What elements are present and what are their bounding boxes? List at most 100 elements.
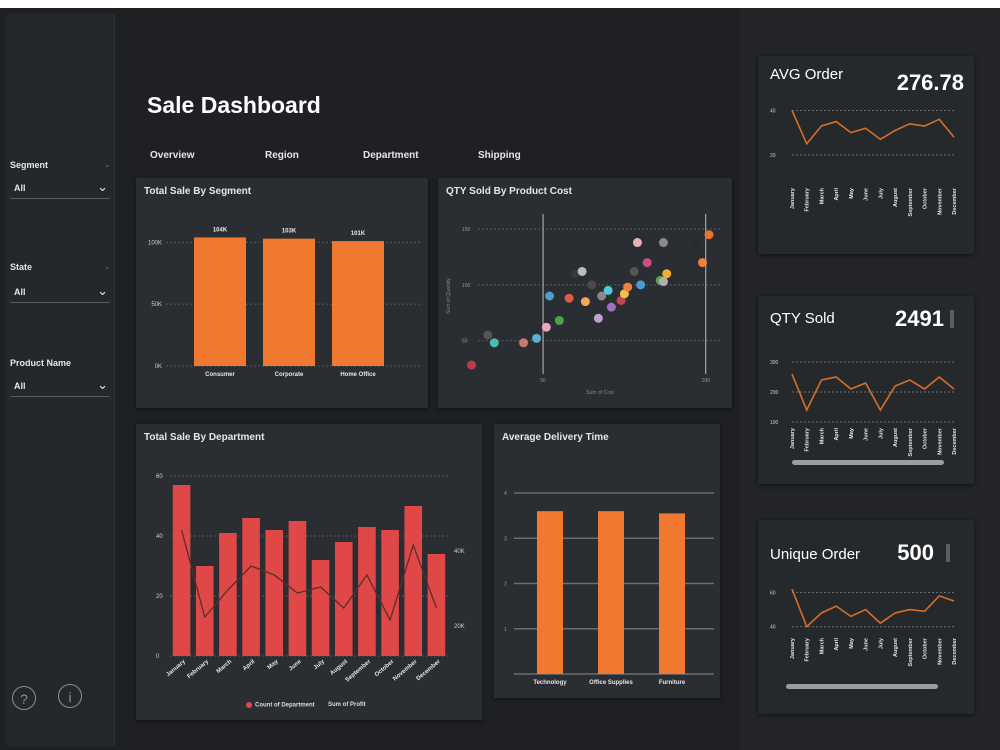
horizontal-scrollbar[interactable]: [786, 684, 938, 689]
segment-select[interactable]: All ⌄: [10, 179, 110, 199]
delivery-chart-title: Average Delivery Time: [502, 432, 609, 443]
x-tick-label: Office Supplies: [589, 680, 633, 686]
y-tick-label: 1: [504, 627, 507, 633]
help-icon[interactable]: ?: [12, 686, 36, 710]
scatter-point: [629, 266, 639, 276]
scatter-point: [658, 238, 668, 248]
segment-bar: [263, 238, 315, 366]
x-tick-label: Consumer: [205, 372, 235, 378]
department-bar: [311, 560, 330, 656]
y2-tick-label: 40K: [454, 549, 465, 555]
scatter-point: [564, 293, 574, 303]
avg-order-line-chart: 20 40 January February March April May June July…: [770, 108, 958, 216]
scatter-chart-title: QTY Sold By Product Cost: [446, 186, 572, 197]
scatter-point: [483, 330, 493, 340]
chevron-down-icon[interactable]: ⌄: [104, 160, 111, 169]
department-bar: [195, 566, 214, 656]
x-axis-label: Sum of Cost: [586, 390, 614, 396]
y-tick-label: 100K: [148, 240, 162, 246]
qty-sold-line-chart: 100 200 300 January February March April May Jun…: [770, 360, 958, 456]
legend-count-of-department[interactable]: Count of Department: [246, 702, 315, 709]
tab-region[interactable]: Region: [265, 150, 299, 161]
trend-line: [791, 373, 955, 412]
x-tick-label: March: [819, 187, 825, 204]
x-tick-label: April: [834, 638, 840, 651]
scatter-point: [545, 291, 555, 301]
chevron-down-icon[interactable]: ⌄: [104, 262, 111, 271]
scatter-point: [580, 297, 590, 307]
filter-label-state: State: [10, 262, 33, 272]
data-label: 103K: [282, 229, 297, 235]
data-label: 101K: [351, 231, 366, 237]
x-tick-label: 100: [702, 378, 711, 384]
x-tick-label: Home Office: [340, 372, 376, 378]
filter-label-product-name: Product Name: [10, 358, 72, 368]
x-tick-label: Furniture: [659, 680, 686, 686]
department-chart-card[interactable]: Total Sale By Department 0 20 40 60 20K 40K Ja…: [136, 424, 482, 720]
page-title: Sale Dashboard: [147, 92, 321, 118]
legend-sum-of-profit[interactable]: Sum of Profit: [328, 702, 366, 708]
y-tick-label: 100: [462, 283, 471, 289]
segment-select-value: All: [14, 183, 26, 193]
scatter-point: [466, 360, 476, 370]
scatter-point: [519, 338, 529, 348]
x-tick-label: April: [242, 659, 257, 673]
x-tick-label: August: [329, 659, 349, 677]
x-tick-label: September: [908, 427, 914, 456]
scatter-point: [606, 302, 616, 312]
info-icon[interactable]: i: [58, 684, 82, 708]
legend-label: Sum of Profit: [328, 702, 366, 708]
filter-sidebar: Segment ⌄ All ⌄ State ⌄ All ⌄ Product Na…: [6, 14, 115, 746]
product-name-select[interactable]: All ⌄: [10, 377, 110, 397]
x-tick-label: Corporate: [275, 372, 304, 378]
tab-shipping[interactable]: Shipping: [478, 150, 521, 161]
department-chart-title: Total Sale By Department: [144, 432, 265, 443]
segment-chart-card[interactable]: Total Sale By Segment 0K 50K 100K 104K Consu…: [136, 178, 428, 408]
trend-line: [791, 588, 955, 628]
department-bar: [404, 506, 423, 656]
x-tick-label: July: [313, 659, 327, 672]
horizontal-scrollbar[interactable]: [792, 460, 944, 465]
state-select[interactable]: All ⌄: [10, 283, 110, 303]
profit-line: [180, 529, 438, 622]
tab-department[interactable]: Department: [363, 150, 419, 161]
x-tick-label: December: [952, 637, 958, 664]
x-tick-label: July: [878, 637, 884, 649]
x-tick-label: June: [864, 428, 870, 441]
scatter-point: [662, 269, 672, 279]
kpi-qty-sold-card[interactable]: QTY Sold 2491 100 200 300 January February Ma…: [758, 296, 974, 484]
department-bar: [242, 518, 260, 656]
x-tick-label: January: [790, 187, 796, 209]
y-tick-label: 40: [770, 625, 776, 631]
x-tick-label: December: [952, 427, 958, 454]
scatter-point: [593, 313, 603, 323]
delivery-bar: [598, 511, 624, 674]
department-bar: [219, 533, 237, 656]
y-tick-label: 0: [156, 654, 160, 660]
x-tick-label: May: [849, 637, 855, 649]
legend-dot: [246, 702, 252, 708]
x-tick-label: May: [849, 187, 855, 199]
department-bar: [288, 521, 307, 656]
chevron-down-icon: ⌄: [97, 283, 108, 298]
x-tick-label: June: [864, 638, 870, 651]
scatter-point: [554, 316, 564, 326]
x-tick-label: Technology: [533, 680, 567, 686]
scatter-chart-card[interactable]: QTY Sold By Product Cost 50 100 150 50 100 Su…: [438, 178, 732, 408]
segment-bar: [332, 241, 384, 366]
kpi-avg-order-card[interactable]: AVG Order 276.78 20 40 January February Marc…: [758, 56, 974, 254]
delivery-bar: [537, 511, 563, 674]
x-tick-label: April: [834, 428, 840, 441]
x-tick-label: August: [893, 428, 899, 447]
x-tick-label: December: [952, 187, 958, 214]
delivery-chart-card[interactable]: Average Delivery Time 1 2 3 4 Technology Offi…: [494, 424, 720, 698]
y-tick-label: 60: [770, 591, 776, 597]
y-tick-label: 300: [770, 360, 779, 366]
y-tick-label: 50: [462, 339, 468, 345]
y-tick-label: 4: [504, 491, 507, 497]
delivery-bar: [659, 513, 685, 674]
tab-overview[interactable]: Overview: [150, 150, 195, 161]
department-bar: [172, 485, 191, 656]
kpi-unique-order-card[interactable]: Unique Order 500 40 60 January February Marc…: [758, 520, 974, 714]
x-tick-label: June: [288, 659, 303, 673]
